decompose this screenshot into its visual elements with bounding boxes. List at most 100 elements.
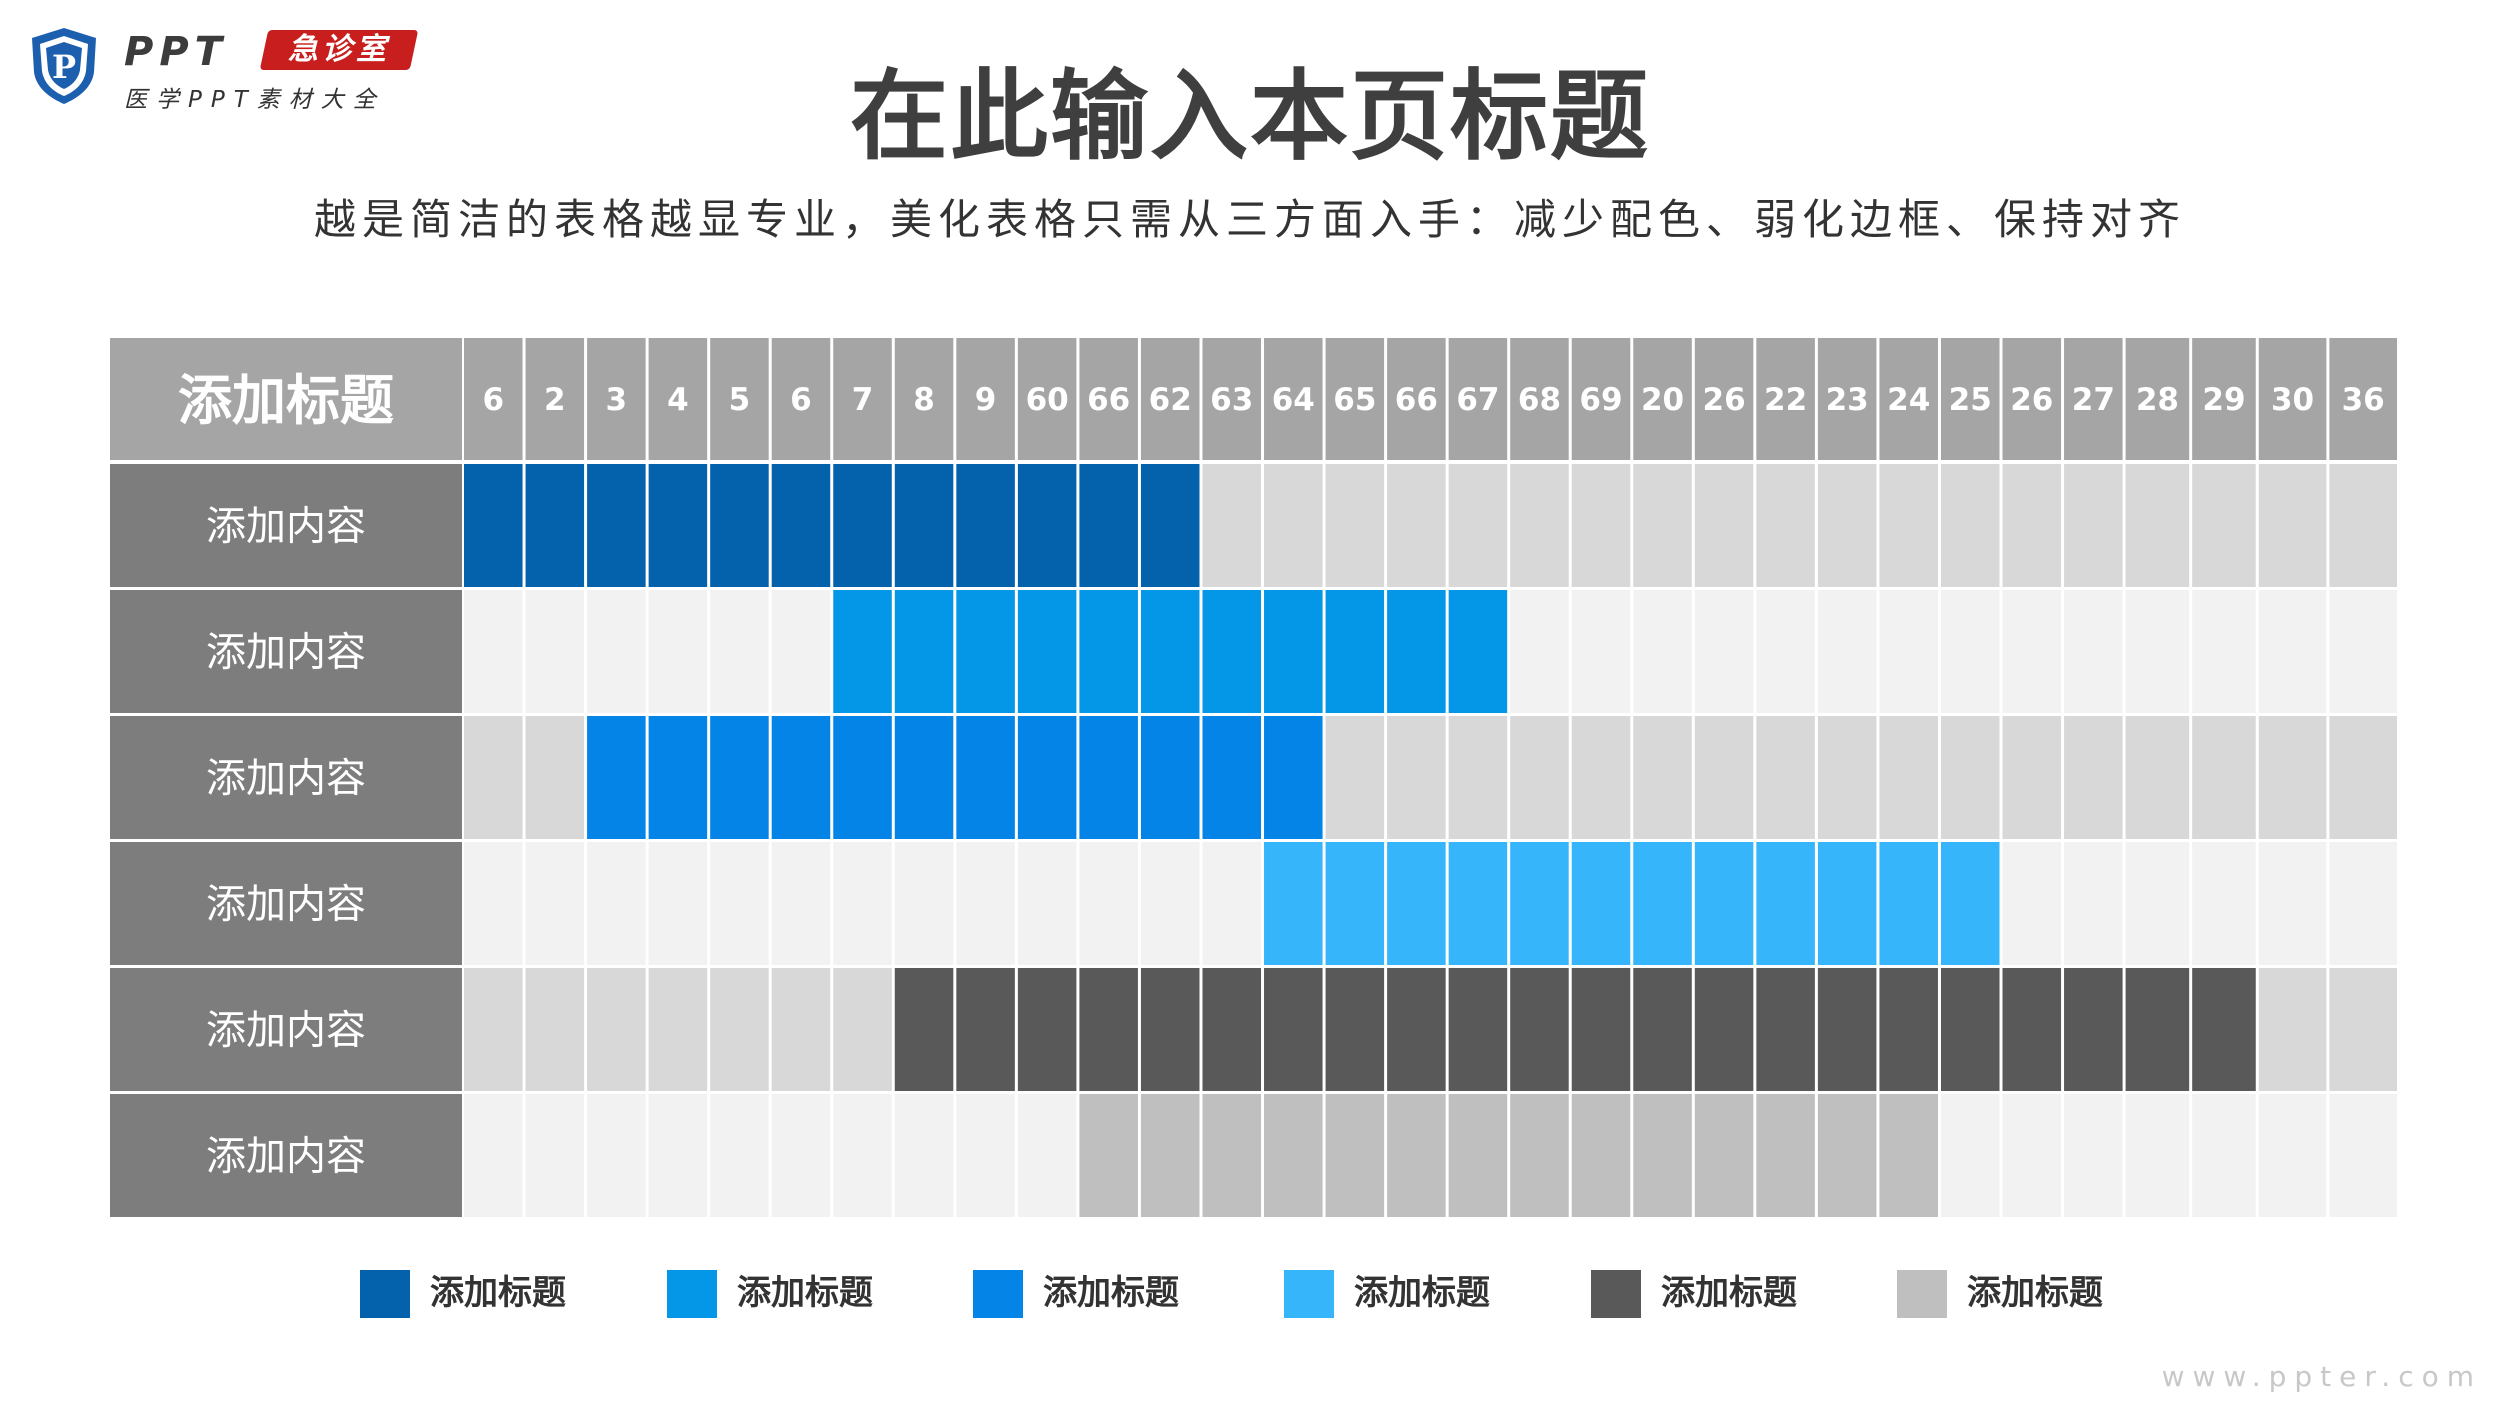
bar-cell: [894, 716, 954, 839]
column-label: 30: [2271, 382, 2314, 418]
empty-cell: [956, 842, 1015, 965]
bar-cell: [648, 716, 708, 839]
logo-brand: PPT: [124, 29, 228, 75]
column-label: 7: [852, 382, 874, 418]
bar-cell: [1817, 968, 1877, 1091]
bar-cell: [1264, 716, 1323, 839]
empty-cell: [2329, 590, 2397, 713]
empty-cell: [1448, 464, 1508, 587]
empty-cell: [2125, 464, 2190, 587]
bar-cell: [1571, 842, 1631, 965]
header-cell: [2002, 338, 2062, 460]
row-label: 添加内容: [206, 756, 366, 802]
column-label: 62: [1149, 382, 1192, 418]
header-cell: [587, 338, 646, 460]
bar-cell: [710, 716, 769, 839]
shield-letter: P: [52, 48, 76, 86]
column-label: 20: [1641, 382, 1684, 418]
empty-cell: [1756, 716, 1815, 839]
empty-cell: [710, 590, 769, 713]
header-cell: [1140, 338, 1200, 460]
empty-cell: [2125, 590, 2190, 713]
header-cell: [1202, 338, 1262, 460]
row-label: 添加内容: [206, 1134, 366, 1180]
row-label-cell: [110, 1094, 462, 1217]
column-label: 22: [1764, 382, 1807, 418]
empty-cell: [525, 716, 585, 839]
column-label: 26: [1703, 382, 1746, 418]
shield-logo-icon: P: [32, 28, 96, 104]
header-cell: [1079, 338, 1138, 460]
empty-cell: [1879, 464, 1938, 587]
empty-cell: [833, 968, 892, 1091]
bar-cell: [525, 464, 585, 587]
empty-cell: [587, 842, 646, 965]
empty-cell: [2192, 1094, 2256, 1217]
bar-cell: [1571, 1094, 1631, 1217]
bar-cell: [1448, 590, 1508, 713]
legend-label: 添加标题: [1661, 1273, 1797, 1313]
bar-cell: [1879, 1094, 1938, 1217]
header-cell: [2192, 338, 2256, 460]
column-label: 65: [1333, 382, 1376, 418]
bar-cell: [1079, 1094, 1138, 1217]
empty-cell: [1264, 464, 1323, 587]
bar-cell: [1387, 842, 1446, 965]
empty-cell: [1325, 464, 1385, 587]
bar-cell: [1140, 716, 1200, 839]
column-label: 69: [1579, 382, 1622, 418]
chart-legend: 添加标题 添加标题 添加标题 添加标题 添加标题 添加标题: [360, 1262, 2200, 1322]
empty-cell: [1879, 590, 1938, 713]
empty-cell: [2064, 716, 2123, 839]
header-cell: [2125, 338, 2190, 460]
header-cell: [464, 338, 523, 460]
column-label: 64: [1272, 382, 1315, 418]
empty-cell: [771, 1094, 831, 1217]
legend-label: 添加标题: [1354, 1273, 1490, 1313]
header-cell: [1756, 338, 1815, 460]
bar-cell: [2125, 968, 2190, 1091]
header-cell: [833, 338, 892, 460]
bar-cell: [1448, 842, 1508, 965]
bar-cell: [2064, 968, 2123, 1091]
empty-cell: [648, 1094, 708, 1217]
empty-cell: [710, 842, 769, 965]
column-label: 27: [2072, 382, 2115, 418]
header-cell: [1325, 338, 1385, 460]
empty-cell: [2064, 1094, 2123, 1217]
empty-cell: [1817, 716, 1877, 839]
empty-cell: [2329, 464, 2397, 587]
empty-cell: [2002, 464, 2062, 587]
empty-cell: [1940, 590, 2000, 713]
empty-cell: [2258, 842, 2327, 965]
legend-label: 添加标题: [1967, 1273, 2103, 1313]
legend-swatch: [360, 1270, 410, 1318]
empty-cell: [2125, 1094, 2190, 1217]
empty-cell: [648, 968, 708, 1091]
empty-cell: [1387, 716, 1446, 839]
bar-cell: [771, 716, 831, 839]
empty-cell: [1202, 842, 1262, 965]
header-cell: [648, 338, 708, 460]
bar-cell: [1202, 968, 1262, 1091]
empty-cell: [1694, 590, 1754, 713]
header-cell: [2064, 338, 2123, 460]
bar-cell: [1017, 590, 1077, 713]
bar-cell: [587, 716, 646, 839]
empty-cell: [894, 842, 954, 965]
empty-cell: [2002, 1094, 2062, 1217]
bar-cell: [956, 716, 1015, 839]
empty-cell: [2258, 716, 2327, 839]
bar-cell: [1140, 1094, 1200, 1217]
empty-cell: [648, 842, 708, 965]
bar-cell: [894, 590, 954, 713]
column-label: 28: [2136, 382, 2179, 418]
bar-cell: [1387, 1094, 1446, 1217]
empty-cell: [2064, 590, 2123, 713]
header-corner-label: 添加标题: [178, 369, 394, 432]
bar-cell: [771, 464, 831, 587]
empty-cell: [1017, 842, 1077, 965]
header-cell: [1694, 338, 1754, 460]
column-label: 24: [1887, 382, 1930, 418]
